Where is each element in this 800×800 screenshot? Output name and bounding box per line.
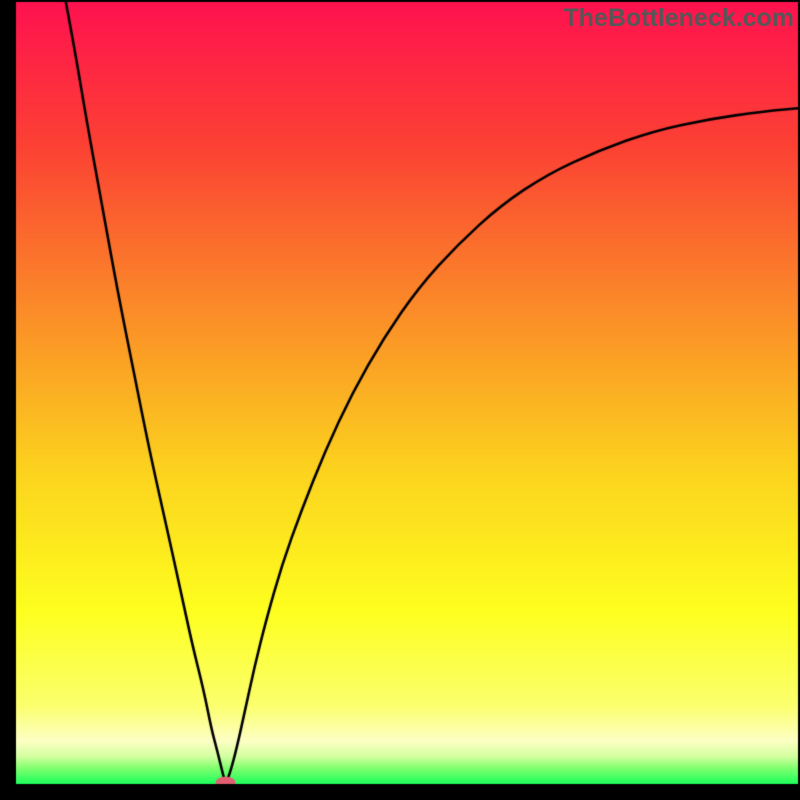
watermark-text: TheBottleneck.com [563, 4, 794, 33]
chart-root: TheBottleneck.com [0, 0, 800, 800]
bottleneck-curve-canvas [0, 0, 800, 800]
